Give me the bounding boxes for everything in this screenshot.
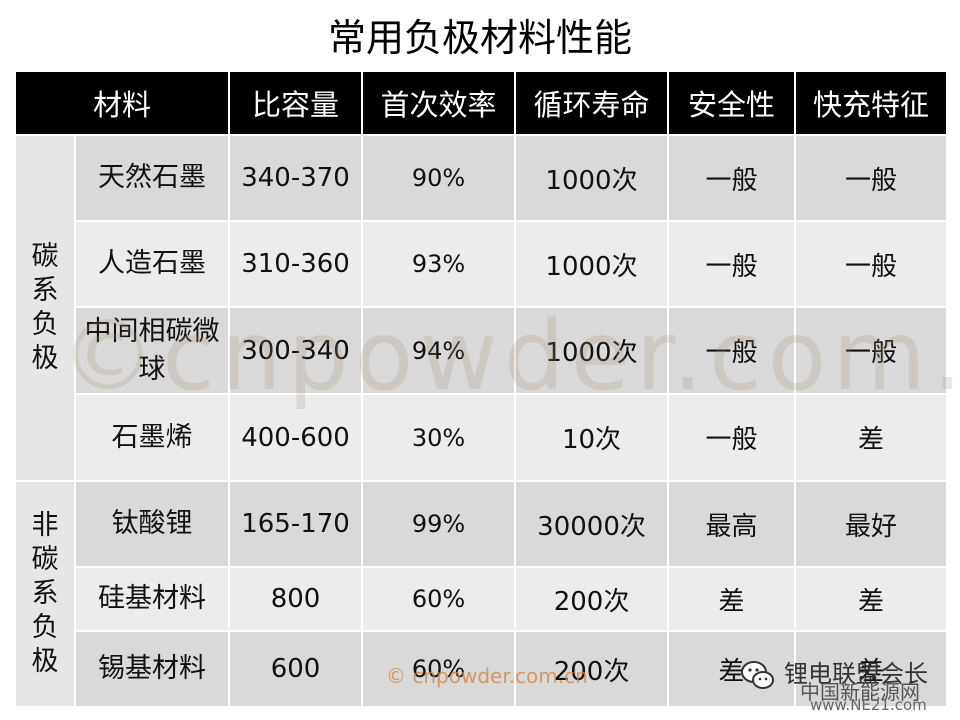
group-label-non-carbon: 非碳系负极 — [14, 480, 76, 708]
safety-cell: 最高 — [667, 480, 797, 568]
group-label-text: 碳系负极 — [31, 241, 59, 374]
credit-text: © cnpowder.com.cn — [386, 664, 588, 688]
material-name: 人造石墨 — [73, 220, 231, 308]
safety-cell: 一般 — [667, 220, 797, 308]
header-material: 材料 — [13, 70, 231, 136]
capacity-cell: 340-370 — [228, 134, 364, 222]
material-name: 中间相碳微球 — [73, 306, 231, 395]
capacity-cell: 310-360 — [228, 220, 364, 308]
wechat-icon — [741, 661, 774, 689]
cycle-life-cell: 200次 — [514, 630, 670, 708]
efficiency-cell: 30% — [361, 393, 517, 482]
fast-charge-cell: 最好 — [794, 480, 949, 568]
page-title: 常用负极材料性能 — [327, 16, 632, 60]
fast-charge-cell: 差 — [794, 566, 949, 632]
safety-cell: 一般 — [667, 393, 797, 482]
table-row: 石墨烯 400-600 30% 10次 一般 差 — [15, 393, 949, 482]
material-name: 锡基材料 — [73, 630, 231, 708]
capacity-cell: 300-340 — [228, 306, 364, 395]
table-row: 碳系负极 天然石墨 340-370 90% 1000次 一般 一般 — [14, 134, 949, 482]
header-cycle-life: 循环寿命 — [514, 70, 670, 136]
fast-charge-cell: 差 — [794, 630, 949, 708]
header-fast-charge: 快充特征 — [794, 70, 949, 136]
safety-cell: 差 — [667, 630, 797, 708]
efficiency-cell: 60% — [361, 566, 517, 632]
group-label-text: 非碳系负极 — [31, 510, 59, 677]
efficiency-cell: 90% — [361, 134, 517, 222]
fast-charge-cell: 差 — [794, 393, 949, 482]
material-name: 石墨烯 — [73, 393, 231, 482]
table-row: 中间相碳微球 300-340 94% 1000次 一般 一般 — [15, 306, 949, 395]
table-row: 硅基材料 800 60% 200次 差 差 — [15, 566, 949, 632]
capacity-cell: 400-600 — [228, 393, 364, 482]
brand-badge: 锂电联盟会长 中国新能源网 www.NE21.com — [740, 654, 956, 714]
brand-site-name: 中国新能源网 — [800, 680, 920, 704]
fast-charge-cell: 一般 — [794, 306, 949, 395]
efficiency-cell: 99% — [361, 480, 517, 568]
table-row: 人造石墨 310-360 93% 1000次 一般 一般 — [15, 220, 949, 308]
cycle-life-cell: 10次 — [514, 393, 670, 482]
safety-cell: 一般 — [667, 306, 797, 395]
table-header-row: 材料 比容量 首次效率 循环寿命 安全性 快充特征 — [13, 70, 949, 136]
material-name: 天然石墨 — [73, 134, 231, 222]
material-name: 钛酸锂 — [73, 480, 231, 568]
cycle-life-cell: 1000次 — [514, 134, 670, 222]
efficiency-cell: 60% — [361, 630, 517, 708]
cycle-life-cell: 1000次 — [514, 220, 670, 308]
safety-cell: 一般 — [667, 134, 797, 222]
brand-site-url: www.NE21.com — [810, 696, 927, 714]
safety-cell: 差 — [667, 566, 797, 632]
capacity-cell: 165-170 — [228, 480, 364, 568]
material-name: 硅基材料 — [73, 566, 231, 632]
cycle-life-cell: 200次 — [514, 566, 670, 632]
performance-table: 材料 比容量 首次效率 循环寿命 安全性 快充特征 碳系负极 天然石墨 340-… — [13, 70, 949, 708]
cycle-life-cell: 30000次 — [514, 480, 670, 568]
header-efficiency: 首次效率 — [361, 70, 517, 136]
fast-charge-cell: 一般 — [794, 220, 949, 308]
efficiency-cell: 94% — [361, 306, 517, 395]
group-label-carbon: 碳系负极 — [14, 134, 76, 482]
fast-charge-cell: 一般 — [794, 134, 949, 222]
capacity-cell: 600 — [228, 630, 364, 708]
capacity-cell: 800 — [228, 566, 364, 632]
brand-name: 锂电联盟会长 — [784, 660, 928, 688]
header-capacity: 比容量 — [228, 70, 364, 136]
table-row: 锡基材料 600 60% 200次 差 差 — [15, 630, 949, 708]
efficiency-cell: 93% — [361, 220, 517, 308]
table-row: 非碳系负极 钛酸锂 165-170 99% 30000次 最高 最好 — [14, 480, 949, 708]
cycle-life-cell: 1000次 — [514, 306, 670, 395]
header-safety: 安全性 — [667, 70, 797, 136]
